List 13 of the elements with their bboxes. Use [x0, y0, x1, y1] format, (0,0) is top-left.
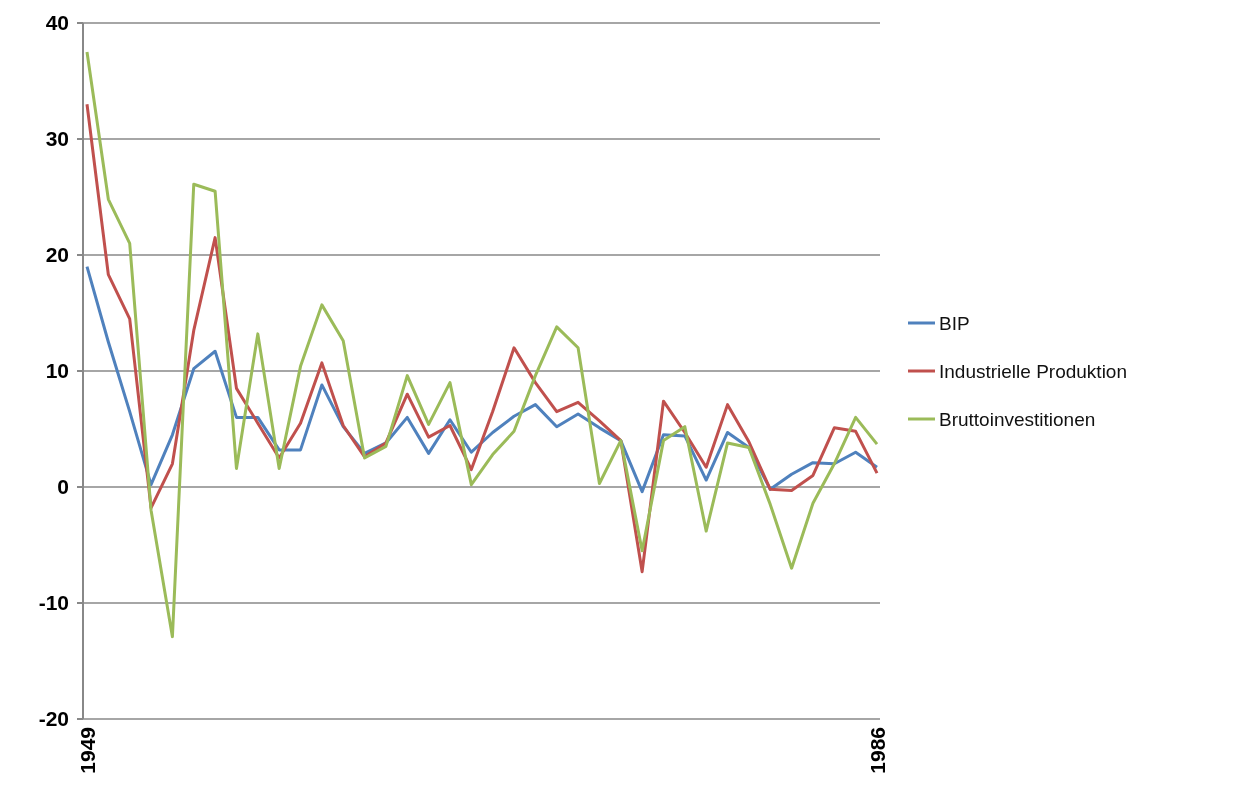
legend-label: Bruttoinvestitionen	[939, 408, 1096, 430]
y-tick-label: 20	[45, 243, 69, 267]
legend-label: BIP	[939, 312, 970, 334]
y-tick-label: 10	[45, 359, 69, 383]
y-tick-label: -20	[38, 707, 69, 731]
line-series	[85, 50, 879, 639]
y-tick-label: 30	[45, 127, 69, 151]
y-tick-label: -10	[38, 591, 69, 615]
y-tick-label: 0	[57, 475, 69, 499]
x-tick-label: 1986	[866, 727, 890, 774]
y-tick-label: 40	[45, 11, 69, 35]
legend-label: Industrielle Produktion	[939, 360, 1127, 382]
x-tick-label: 1949	[76, 727, 100, 774]
